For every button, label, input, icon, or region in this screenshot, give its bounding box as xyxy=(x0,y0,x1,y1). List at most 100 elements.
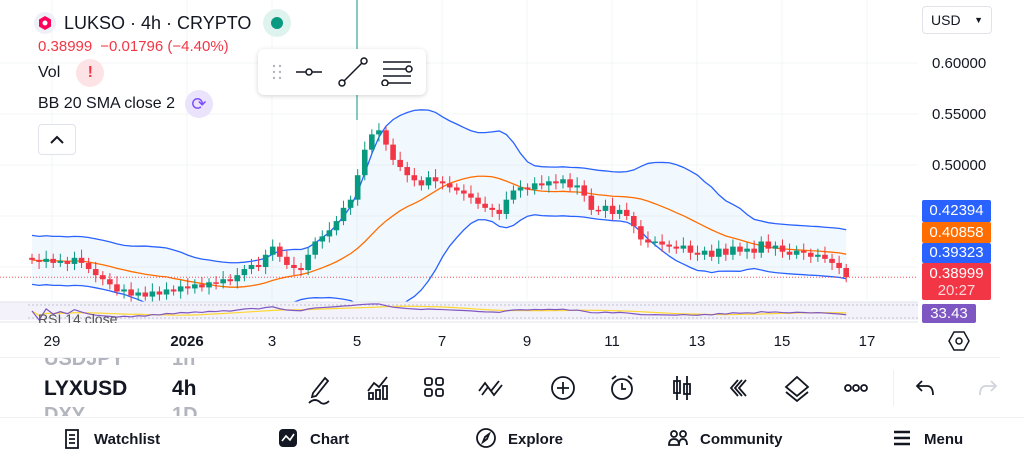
last-price-tag: 0.38999 20:27 xyxy=(922,263,991,300)
drag-handle-icon[interactable] xyxy=(271,63,283,81)
candle-body xyxy=(531,183,538,190)
candle-body xyxy=(284,256,290,265)
price-change-value: −0.01796 (−4.40%) xyxy=(100,38,229,55)
symbol-legend[interactable]: LUKSO · 4h · CRYPTO xyxy=(34,9,292,37)
price-chart[interactable] xyxy=(0,0,1024,330)
candle-type-icon[interactable] xyxy=(666,372,700,406)
candle-body xyxy=(623,209,630,216)
compare-icon[interactable] xyxy=(474,372,508,406)
candle-body xyxy=(206,282,212,288)
candle-body xyxy=(241,269,248,276)
candle-body xyxy=(135,292,141,296)
watchlist-next[interactable]: DXY 1D xyxy=(44,404,198,416)
current-symbol[interactable]: LYXUSD 4h xyxy=(44,377,197,401)
refresh-icon[interactable]: ⟳ xyxy=(184,90,213,118)
time-tick: 17 xyxy=(858,333,876,350)
last-price-tag-value: 0.38999 xyxy=(929,265,984,282)
candle-body xyxy=(779,245,786,252)
candle-body xyxy=(808,252,814,257)
chart-icon xyxy=(279,429,297,447)
undo-icon[interactable] xyxy=(911,372,945,406)
warning-icon[interactable]: ! xyxy=(76,59,105,87)
candle-body xyxy=(404,167,411,176)
candle-body xyxy=(425,177,432,186)
alert-icon[interactable] xyxy=(606,372,640,406)
candle-body xyxy=(786,251,793,255)
candle-body xyxy=(298,268,304,271)
candle-body xyxy=(631,216,637,227)
vol-label: Vol xyxy=(38,64,61,81)
symbol-interval: 4h xyxy=(172,377,197,400)
time-tick: 15 xyxy=(773,333,791,350)
chevron-down-icon: ▼ xyxy=(974,15,983,25)
nav-community[interactable]: Community xyxy=(668,428,783,450)
horizontal-ray-icon[interactable] xyxy=(296,65,324,79)
candle-body xyxy=(446,183,453,188)
candle-body xyxy=(432,177,439,182)
candle-body xyxy=(715,248,722,257)
draw-icon[interactable] xyxy=(303,372,337,406)
candle-body xyxy=(92,269,99,276)
add-icon[interactable] xyxy=(547,372,581,406)
settings-icon[interactable] xyxy=(948,331,970,356)
bb-fill xyxy=(32,109,847,318)
nav-watchlist[interactable]: Watchlist xyxy=(62,428,160,450)
community-icon xyxy=(668,430,688,446)
candle-body xyxy=(645,239,651,243)
candle-body xyxy=(128,289,134,296)
time-tick: 5 xyxy=(352,333,362,350)
trend-line-icon[interactable] xyxy=(338,57,368,87)
rsi-legend[interactable]: RSI 14 close xyxy=(38,311,118,323)
bb-legend[interactable]: BB 20 SMA close 2 ⟳ xyxy=(38,90,213,118)
candle-body xyxy=(765,241,772,249)
replay-icon[interactable] xyxy=(722,372,756,406)
market-open-icon[interactable] xyxy=(263,9,292,37)
candle-body xyxy=(277,246,283,257)
candle-body xyxy=(121,289,127,292)
candle-body xyxy=(439,181,446,184)
candle-body xyxy=(100,275,106,280)
layouts-icon[interactable] xyxy=(418,372,452,406)
bb-lower-tag: 0.39323 xyxy=(922,243,991,263)
candle-body xyxy=(29,257,35,260)
vol-legend[interactable]: Vol ! xyxy=(38,59,105,87)
candle-body xyxy=(581,185,588,196)
bb-label: BB 20 SMA close 2 xyxy=(38,95,175,112)
more-icon[interactable] xyxy=(840,372,874,406)
bb-basis-tag: 0.40858 xyxy=(922,222,991,243)
candle-body xyxy=(588,195,595,210)
redo-icon[interactable] xyxy=(970,372,1004,406)
indicators-icon[interactable] xyxy=(362,372,396,406)
nav-label: Community xyxy=(700,430,783,448)
candle-body xyxy=(418,180,425,186)
candle-body xyxy=(744,248,750,252)
candle-body xyxy=(793,250,800,255)
candle-body xyxy=(376,130,382,135)
candle-body xyxy=(772,245,779,249)
candle-body xyxy=(411,175,418,181)
currency-select[interactable]: USD ▼ xyxy=(922,6,992,34)
candle-body xyxy=(758,241,765,253)
candle-body xyxy=(468,193,474,198)
time-tick: 11 xyxy=(604,333,620,350)
candle-body xyxy=(170,289,177,292)
candle-body xyxy=(354,175,361,200)
nav-label: Explore xyxy=(508,430,564,448)
candle-body xyxy=(659,241,665,245)
candle-body xyxy=(602,205,609,211)
candle-body xyxy=(234,275,241,282)
candle-body xyxy=(680,245,687,249)
watchlist-prev[interactable]: USDJPY 1h xyxy=(44,358,196,370)
layers-icon[interactable] xyxy=(781,372,815,406)
candle-body xyxy=(64,260,71,264)
nav-explore[interactable]: Explore xyxy=(476,428,563,450)
collapse-legend-button[interactable] xyxy=(38,124,76,155)
candle-body xyxy=(751,248,757,253)
candle-body xyxy=(184,286,191,289)
nav-label: Menu xyxy=(924,430,964,448)
fib-retracement-icon[interactable] xyxy=(381,58,413,86)
candle-body xyxy=(269,246,276,255)
nav-menu[interactable]: Menu xyxy=(892,428,963,450)
candle-body xyxy=(114,284,120,292)
nav-chart[interactable]: Chart xyxy=(278,428,349,450)
